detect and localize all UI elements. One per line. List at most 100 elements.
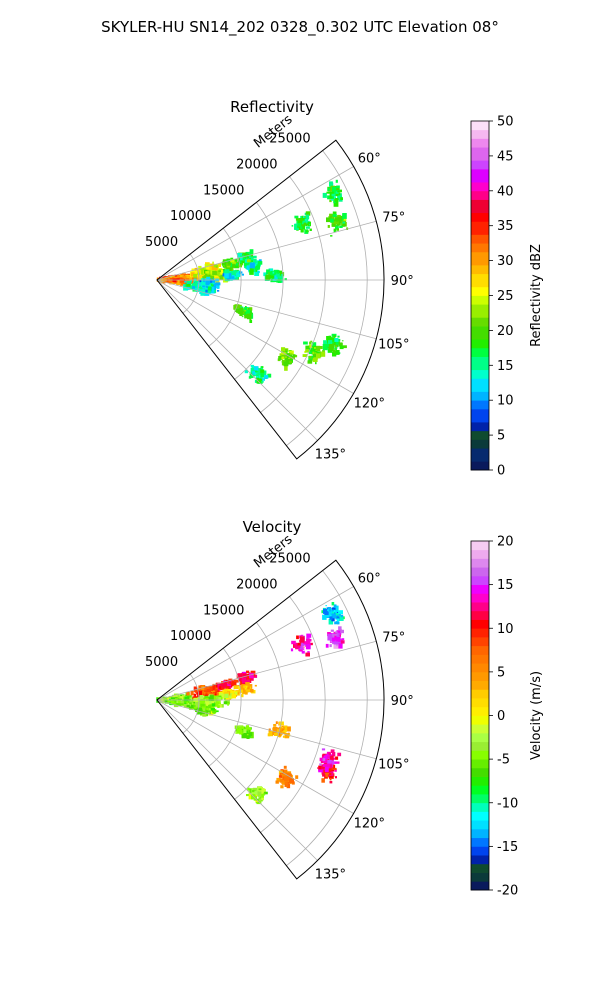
echo-pixel (310, 340, 313, 343)
echo-pixel (326, 217, 331, 223)
echo-pixel (233, 259, 238, 262)
echo-pixel (304, 218, 307, 221)
angle-tick-label: 90° (391, 274, 414, 289)
colorbar-swatch (471, 636, 489, 642)
echo-pixel (326, 336, 331, 341)
echo-pixel (324, 776, 328, 779)
echo-pixel (328, 618, 334, 625)
echo-pixel (194, 689, 199, 693)
colorbar-tick-label: 20 (497, 535, 514, 550)
echo-pixel (258, 798, 262, 802)
echo-pixel (312, 353, 316, 358)
echo-pixel (206, 266, 210, 270)
echo-pixel (309, 341, 312, 345)
echo-pixel (301, 650, 305, 654)
colorbar-swatch (471, 724, 489, 729)
echo-pixel (294, 642, 298, 647)
echo-pixel (302, 354, 308, 357)
echo-pixel (225, 696, 230, 701)
echo-pixel (180, 274, 184, 278)
colorbar-swatch (471, 212, 489, 218)
echo-pixel (291, 225, 294, 227)
echo-cell (263, 268, 287, 283)
echo-pixel (233, 685, 239, 690)
echo-pixel (278, 775, 282, 778)
echo-cell (243, 258, 263, 276)
colorbar-swatch (471, 221, 489, 227)
echo-pixel (338, 626, 342, 631)
echo-pixel (202, 711, 207, 717)
echo-pixel (329, 337, 333, 343)
echo-pixel (272, 731, 276, 736)
echo-pixel (302, 648, 305, 650)
colorbar-swatch (471, 785, 489, 791)
echo-pixel (283, 725, 288, 731)
echo-pixel (183, 703, 189, 708)
echo-pixel (255, 800, 258, 803)
echo-pixel (319, 763, 322, 766)
echo-pixel (294, 215, 299, 219)
echo-pixel (337, 214, 341, 218)
echo-pixel (190, 272, 195, 277)
echo-pixel (230, 259, 235, 263)
azimuth-spoke (156, 586, 354, 701)
colorbar-swatch (471, 304, 489, 309)
colorbar-swatch (471, 619, 489, 625)
echo-pixel (284, 733, 290, 739)
echo-pixel (175, 700, 179, 703)
colorbar-swatch (471, 461, 489, 467)
echo-pixel (174, 700, 177, 703)
echo-pixel (303, 641, 307, 645)
echo-pixel (285, 356, 287, 358)
echo-pixel (239, 727, 242, 731)
colorbar-swatch (471, 567, 489, 572)
echo-pixel (272, 727, 278, 733)
echo-pixel (256, 378, 262, 384)
echo-pixel (212, 270, 217, 275)
colorbar-swatch (471, 575, 489, 581)
echo-pixel (209, 695, 214, 701)
echo-pixel (236, 310, 239, 313)
echo-pixel (308, 355, 312, 359)
colorbar-tick-label: 45 (497, 149, 514, 164)
echo-pixel (338, 190, 340, 192)
echo-pixel (336, 228, 339, 231)
angle-tick-label: 105° (378, 338, 409, 353)
echo-pixel (286, 357, 289, 359)
colorbar-swatch (471, 125, 489, 131)
echo-pixel (335, 617, 338, 620)
echo-pixel (287, 726, 291, 732)
colorbar-swatch (471, 802, 489, 808)
colorbar-swatch (471, 151, 489, 157)
colorbar-swatch (471, 291, 489, 296)
echo-pixel (333, 201, 339, 207)
echo-pixel (337, 216, 343, 221)
colorbar-tick-label: 20 (497, 324, 514, 339)
echo-pixel (289, 778, 294, 784)
colorbar-swatch (471, 391, 489, 397)
echo-pixel (254, 795, 258, 799)
echo-pixel (264, 791, 268, 795)
echo-cell (322, 333, 347, 357)
echo-pixel (341, 340, 344, 342)
echo-cell (275, 765, 299, 789)
echo-pixel (201, 282, 205, 288)
echo-pixel (311, 342, 317, 347)
echo-pixel (184, 280, 187, 283)
colorbar-swatch (471, 811, 489, 817)
echo-pixel (251, 794, 256, 800)
echo-pixel (321, 748, 326, 751)
colorbar-swatch (471, 728, 489, 734)
echo-pixel (218, 697, 221, 701)
colorbar-swatch (471, 872, 489, 878)
echo-pixel (248, 376, 252, 379)
azimuth-spoke (156, 279, 377, 340)
echo-pixel (230, 257, 234, 260)
echo-pixel (201, 269, 206, 274)
echo-pixel (328, 349, 333, 353)
colorbar-swatch (471, 641, 489, 647)
echo-pixel (197, 696, 202, 702)
echo-pixel (233, 679, 239, 683)
figure-suptitle: SKYLER-HU SN14_202 0328_0.302 UTC Elevat… (101, 18, 499, 37)
echo-pixel (298, 645, 301, 648)
